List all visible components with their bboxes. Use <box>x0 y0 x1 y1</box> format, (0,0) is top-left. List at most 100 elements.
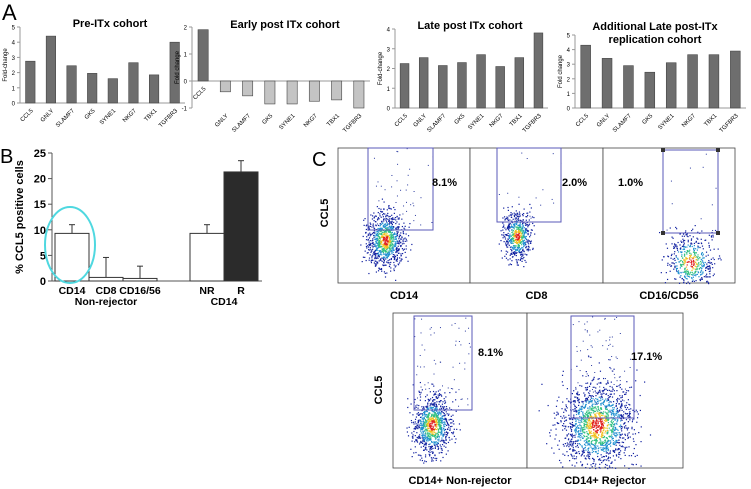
event-dot <box>682 271 684 273</box>
event-dot <box>606 440 609 442</box>
event-dot <box>511 237 513 240</box>
event-dot <box>673 245 675 248</box>
event-dot <box>383 218 385 221</box>
event-dot <box>433 410 436 412</box>
event-dot <box>375 185 377 187</box>
event-dot <box>708 276 710 278</box>
event-dot <box>597 445 599 447</box>
event-dot <box>423 440 425 443</box>
event-dot <box>395 279 397 281</box>
event-dot <box>603 435 606 438</box>
event-dot <box>447 432 449 435</box>
event-dot <box>524 229 527 232</box>
event-dot <box>586 411 588 413</box>
event-dot <box>607 441 609 443</box>
event-dot <box>430 438 432 440</box>
event-dot <box>586 423 588 425</box>
event-dot <box>390 267 392 269</box>
event-dot <box>620 414 622 416</box>
event-dot <box>368 244 371 246</box>
event-dot <box>714 229 717 232</box>
y-tick-label: 10 <box>34 225 46 237</box>
event-dot <box>390 231 392 234</box>
event-dot <box>365 243 367 245</box>
event-dot <box>512 233 514 235</box>
event-dot <box>591 440 593 442</box>
event-dot <box>393 212 395 214</box>
event-dot <box>452 366 454 368</box>
event-dot <box>515 249 517 251</box>
event-dot <box>585 398 587 400</box>
event-dot <box>384 264 386 266</box>
event-dot <box>697 242 699 244</box>
event-dot <box>584 412 586 415</box>
event-dot <box>387 207 390 209</box>
x-tick-label: CCL5 <box>394 113 410 129</box>
event-dot <box>468 342 470 344</box>
event-dot <box>675 278 677 280</box>
event-dot <box>586 442 588 444</box>
event-dot <box>621 405 623 407</box>
event-dot <box>691 277 693 279</box>
event-dot <box>589 443 591 445</box>
event-dot <box>518 203 520 205</box>
event-dot <box>689 258 691 260</box>
event-dot <box>663 256 665 258</box>
event-dot <box>680 265 682 267</box>
y-tick-label: 3 <box>387 47 391 53</box>
event-dot <box>607 394 609 397</box>
event-dot <box>560 415 562 418</box>
event-dot <box>423 434 425 436</box>
event-dot <box>606 437 608 440</box>
event-dot <box>527 250 529 252</box>
event-dot <box>587 414 589 417</box>
event-dot <box>511 234 513 236</box>
event-dot <box>409 168 411 170</box>
event-dot <box>438 452 440 454</box>
event-dot <box>383 224 385 226</box>
event-dot <box>506 251 509 253</box>
y-tick-label: 0 <box>184 80 188 86</box>
event-dot <box>391 227 393 230</box>
event-dot <box>565 445 568 447</box>
event-dot <box>443 440 445 442</box>
event-dot <box>632 419 634 421</box>
event-dot <box>575 388 577 390</box>
event-dot <box>698 265 700 267</box>
event-dot <box>624 438 626 441</box>
event-dot <box>621 430 623 432</box>
event-dot <box>598 425 600 427</box>
event-dot <box>368 225 370 227</box>
bar-GNLY <box>45 35 56 104</box>
event-dot <box>440 426 442 429</box>
event-dot <box>703 264 706 266</box>
event-dot <box>388 205 390 207</box>
event-dot <box>420 420 422 422</box>
event-dot <box>518 250 520 253</box>
event-dot <box>614 414 617 416</box>
event-dot <box>514 234 516 236</box>
event-dot <box>427 433 429 435</box>
event-dot <box>510 246 513 248</box>
event-dot <box>424 442 426 444</box>
event-dot <box>586 463 589 465</box>
event-dot <box>595 426 598 428</box>
event-dot <box>418 443 421 445</box>
event-dot <box>613 431 615 433</box>
event-dot <box>511 250 513 252</box>
event-dot <box>439 393 441 396</box>
event-dot <box>379 240 381 242</box>
event-dot <box>421 413 423 415</box>
event-dot <box>425 425 428 427</box>
event-dot <box>419 381 421 384</box>
event-dot <box>432 418 434 420</box>
event-dot <box>530 242 532 244</box>
event-dot <box>684 268 686 270</box>
event-dot <box>627 390 630 392</box>
event-dot <box>680 241 683 243</box>
event-dot <box>418 391 421 394</box>
event-dot <box>571 421 574 424</box>
event-dot <box>592 316 594 318</box>
event-dot <box>390 261 392 264</box>
event-dot <box>586 435 588 438</box>
